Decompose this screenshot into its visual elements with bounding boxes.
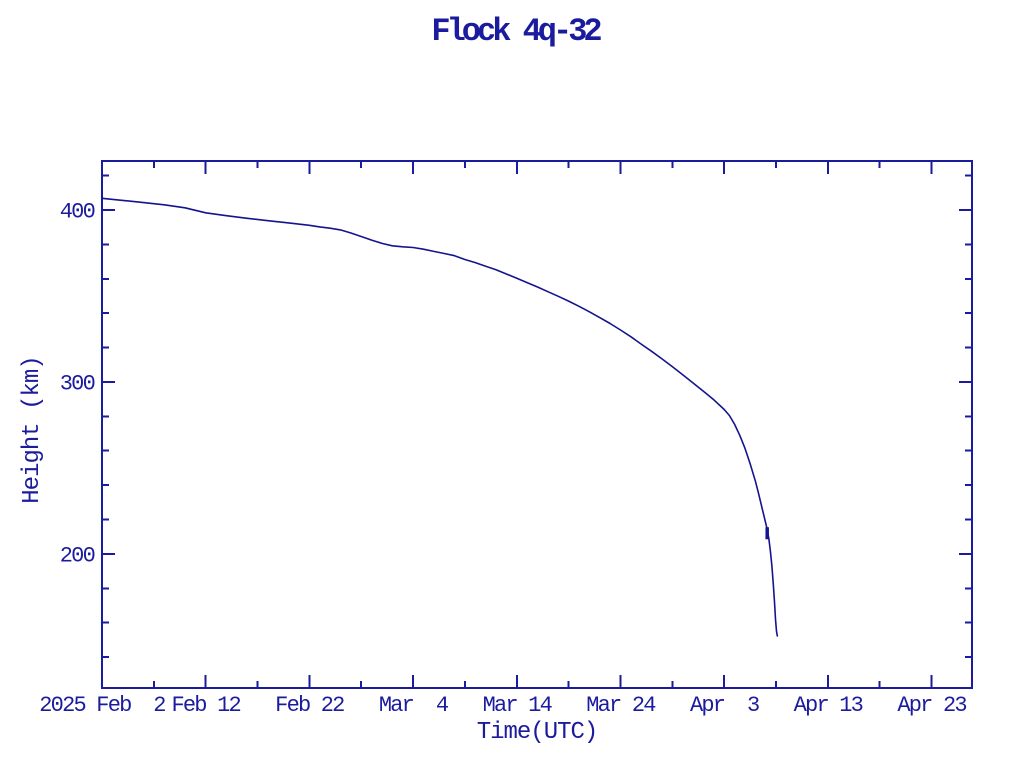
x-tick-label: Apr 3 <box>690 693 759 718</box>
x-tick-label: Feb 22 <box>275 693 344 718</box>
y-tick-label: 300 <box>60 371 95 396</box>
y-axis-title: Height (km) <box>19 356 46 503</box>
x-tick-label: Apr 13 <box>794 693 863 718</box>
x-tick-label: Feb 12 <box>171 693 240 718</box>
x-tick-label: Mar 4 <box>379 693 449 718</box>
plot-frame <box>101 160 973 689</box>
chart-title: Flock 4q-32 <box>431 13 601 50</box>
x-tick-label: Apr 23 <box>897 693 966 718</box>
y-tick-label: 400 <box>60 200 95 225</box>
data-curve <box>101 197 779 637</box>
height-decay-line <box>101 197 779 637</box>
x-axis-tick-labels: 2025 Feb 2 Feb 12 Feb 22 Mar 4 Mar 14 Mar 24 A… <box>39 693 968 718</box>
x-axis-title: Time(UTC) <box>477 719 598 746</box>
x-tick-label: Mar 14 <box>483 693 553 718</box>
y-tick-label: 200 <box>60 543 95 568</box>
y-axis-ticks <box>102 174 972 659</box>
x-tick-label: Mar 24 <box>586 693 656 718</box>
y-axis-tick-labels: 200 300 400 <box>60 200 97 569</box>
x-axis-ticks <box>101 161 933 688</box>
x-tick-label: 2025 Feb 2 <box>39 693 165 718</box>
plot-frame-border <box>101 160 973 689</box>
